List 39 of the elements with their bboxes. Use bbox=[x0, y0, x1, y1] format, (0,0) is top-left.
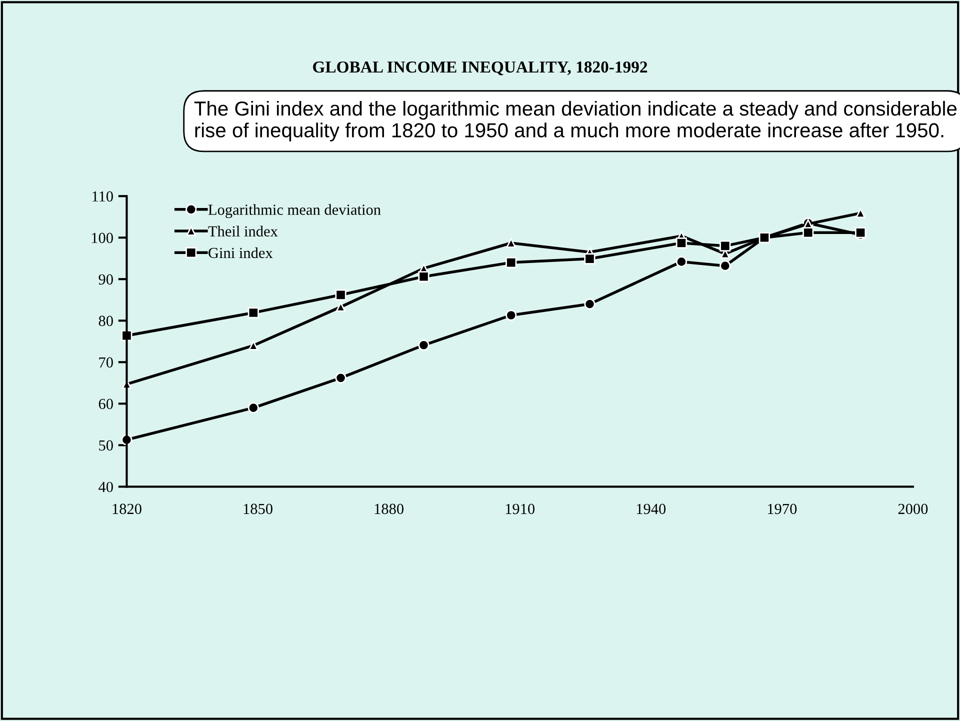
point bbox=[335, 289, 346, 300]
x-tick-label: 1880 bbox=[374, 504, 404, 514]
point bbox=[802, 227, 814, 238]
y-tick-label: 50 bbox=[99, 440, 113, 451]
legend-label: Gini index bbox=[208, 247, 273, 258]
y-tick-label: 100 bbox=[92, 232, 113, 244]
x-tick-label: 1850 bbox=[244, 504, 272, 514]
y-tick-label: 80 bbox=[98, 316, 113, 326]
legend-label: Theil index bbox=[208, 226, 278, 237]
point bbox=[248, 402, 259, 414]
point bbox=[676, 256, 688, 268]
point bbox=[335, 372, 346, 384]
point bbox=[506, 310, 517, 321]
x-tick-label: 1910 bbox=[506, 504, 535, 514]
point bbox=[720, 260, 731, 272]
point bbox=[248, 340, 258, 350]
y-tick-label: 90 bbox=[98, 274, 113, 285]
y-tick-label: 60 bbox=[98, 398, 113, 410]
point bbox=[248, 307, 259, 318]
legend-label: Logarithmic mean deviation bbox=[208, 204, 381, 218]
x-tick-label: 2000 bbox=[898, 504, 928, 514]
point bbox=[856, 208, 866, 218]
x-tick-label: 1820 bbox=[112, 504, 142, 514]
text: The Gini index and the logarithmic mean deviation indicate a steady and considerable rise of inequality from 1820 to 1950 and a much more moderate increase after 1950. bbox=[194, 100, 957, 142]
y-tick-label: 40 bbox=[98, 482, 113, 492]
x-tick-label: 1940 bbox=[636, 504, 666, 514]
point bbox=[506, 238, 516, 248]
point bbox=[584, 253, 596, 264]
point bbox=[676, 237, 688, 249]
x-tick-label: 1970 bbox=[768, 504, 797, 514]
point bbox=[584, 298, 596, 310]
point bbox=[418, 340, 430, 351]
point bbox=[418, 271, 430, 282]
point bbox=[336, 302, 346, 312]
y-tick-label: 70 bbox=[99, 357, 113, 368]
point bbox=[506, 256, 517, 268]
chart-title: GLOBAL INCOME INEQUALITY, 1820-1992 bbox=[313, 61, 648, 76]
y-tick-label: 110 bbox=[92, 191, 113, 202]
point bbox=[720, 240, 731, 252]
